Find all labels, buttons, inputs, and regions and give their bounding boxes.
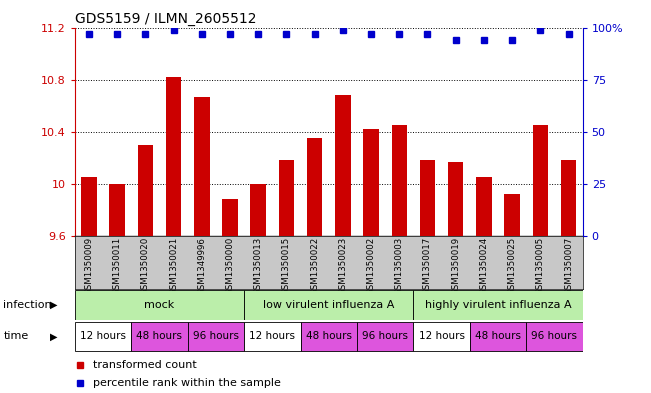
- Text: 12 hours: 12 hours: [80, 331, 126, 342]
- Text: 48 hours: 48 hours: [475, 331, 521, 342]
- Text: highly virulent influenza A: highly virulent influenza A: [424, 300, 572, 310]
- Bar: [533, 125, 548, 393]
- Text: GSM1350024: GSM1350024: [479, 237, 488, 295]
- Text: GSM1350005: GSM1350005: [536, 237, 545, 295]
- Bar: [363, 129, 379, 393]
- Text: infection: infection: [3, 300, 52, 310]
- Text: time: time: [3, 331, 29, 342]
- Text: 12 hours: 12 hours: [249, 331, 296, 342]
- Bar: [187, 322, 244, 351]
- Bar: [222, 199, 238, 393]
- Bar: [244, 290, 413, 320]
- Text: GSM1350019: GSM1350019: [451, 237, 460, 295]
- Text: 48 hours: 48 hours: [306, 331, 352, 342]
- Text: GSM1350002: GSM1350002: [367, 237, 376, 295]
- Bar: [301, 322, 357, 351]
- Bar: [307, 138, 322, 393]
- Bar: [526, 322, 583, 351]
- Bar: [251, 184, 266, 393]
- Text: GDS5159 / ILMN_2605512: GDS5159 / ILMN_2605512: [75, 13, 256, 26]
- Text: GSM1350023: GSM1350023: [339, 237, 348, 295]
- Bar: [448, 162, 464, 393]
- Text: 96 hours: 96 hours: [193, 331, 239, 342]
- Text: GSM1350017: GSM1350017: [423, 237, 432, 295]
- Bar: [470, 322, 526, 351]
- Text: 96 hours: 96 hours: [362, 331, 408, 342]
- Bar: [279, 160, 294, 393]
- Bar: [244, 322, 301, 351]
- Text: 12 hours: 12 hours: [419, 331, 465, 342]
- Text: GSM1350013: GSM1350013: [254, 237, 263, 295]
- Text: ▶: ▶: [49, 331, 57, 342]
- Bar: [391, 125, 407, 393]
- Bar: [413, 290, 583, 320]
- Text: percentile rank within the sample: percentile rank within the sample: [92, 378, 281, 388]
- Bar: [505, 194, 520, 393]
- Bar: [194, 97, 210, 393]
- Text: GSM1350025: GSM1350025: [508, 237, 517, 295]
- Text: mock: mock: [145, 300, 174, 310]
- Text: 96 hours: 96 hours: [531, 331, 577, 342]
- Bar: [335, 95, 351, 393]
- Bar: [75, 322, 132, 351]
- Bar: [132, 322, 187, 351]
- Bar: [357, 322, 413, 351]
- Text: GSM1349996: GSM1349996: [197, 237, 206, 295]
- Text: GSM1350003: GSM1350003: [395, 237, 404, 295]
- Bar: [420, 160, 436, 393]
- Bar: [561, 160, 576, 393]
- Bar: [166, 77, 182, 393]
- Text: low virulent influenza A: low virulent influenza A: [263, 300, 395, 310]
- Bar: [75, 290, 244, 320]
- Bar: [109, 184, 125, 393]
- Text: GSM1350009: GSM1350009: [85, 237, 94, 295]
- Text: GSM1350011: GSM1350011: [113, 237, 122, 295]
- Text: transformed count: transformed count: [92, 360, 197, 370]
- Text: 48 hours: 48 hours: [137, 331, 182, 342]
- Text: GSM1350021: GSM1350021: [169, 237, 178, 295]
- Text: GSM1350015: GSM1350015: [282, 237, 291, 295]
- Text: ▶: ▶: [49, 300, 57, 310]
- Text: GSM1350000: GSM1350000: [225, 237, 234, 295]
- Text: GSM1350020: GSM1350020: [141, 237, 150, 295]
- Bar: [413, 322, 470, 351]
- Text: GSM1350007: GSM1350007: [564, 237, 573, 295]
- Bar: [137, 145, 153, 393]
- Bar: [476, 177, 492, 393]
- Bar: [81, 177, 97, 393]
- Text: GSM1350022: GSM1350022: [310, 237, 319, 295]
